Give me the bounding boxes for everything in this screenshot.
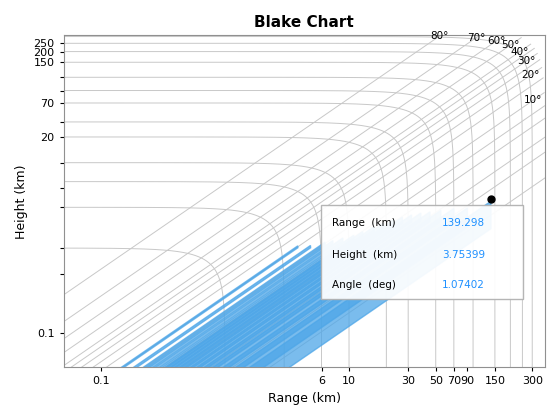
Title: Blake Chart: Blake Chart bbox=[254, 15, 354, 30]
Polygon shape bbox=[63, 223, 384, 420]
Text: 3.75399: 3.75399 bbox=[442, 249, 485, 260]
Text: 10°: 10° bbox=[524, 95, 543, 105]
Text: 30°: 30° bbox=[517, 56, 535, 66]
Polygon shape bbox=[64, 208, 454, 420]
Polygon shape bbox=[64, 212, 430, 420]
Text: 139.298: 139.298 bbox=[442, 218, 485, 228]
Polygon shape bbox=[63, 215, 412, 420]
Text: 20°: 20° bbox=[521, 70, 540, 80]
Polygon shape bbox=[63, 241, 333, 420]
Text: 70°: 70° bbox=[467, 33, 486, 43]
Polygon shape bbox=[63, 238, 343, 420]
Polygon shape bbox=[63, 220, 394, 420]
Polygon shape bbox=[63, 227, 374, 420]
Text: 40°: 40° bbox=[511, 47, 529, 57]
X-axis label: Range (km): Range (km) bbox=[268, 392, 341, 405]
Polygon shape bbox=[64, 210, 441, 420]
Polygon shape bbox=[64, 201, 491, 420]
Text: 50°: 50° bbox=[501, 40, 520, 50]
Polygon shape bbox=[64, 208, 468, 420]
Text: Height  (km): Height (km) bbox=[332, 249, 398, 260]
Text: 80°: 80° bbox=[431, 31, 449, 41]
Text: 60°: 60° bbox=[488, 36, 506, 46]
Polygon shape bbox=[63, 242, 325, 420]
Polygon shape bbox=[63, 217, 403, 420]
Polygon shape bbox=[63, 232, 363, 420]
Polygon shape bbox=[63, 245, 311, 419]
Polygon shape bbox=[63, 235, 354, 420]
Text: 1.07402: 1.07402 bbox=[442, 280, 485, 290]
Text: Range  (km): Range (km) bbox=[332, 218, 396, 228]
Text: Angle  (deg): Angle (deg) bbox=[332, 280, 396, 290]
FancyBboxPatch shape bbox=[321, 205, 524, 299]
Y-axis label: Height (km): Height (km) bbox=[15, 164, 28, 239]
Polygon shape bbox=[62, 246, 298, 410]
Polygon shape bbox=[64, 213, 421, 420]
